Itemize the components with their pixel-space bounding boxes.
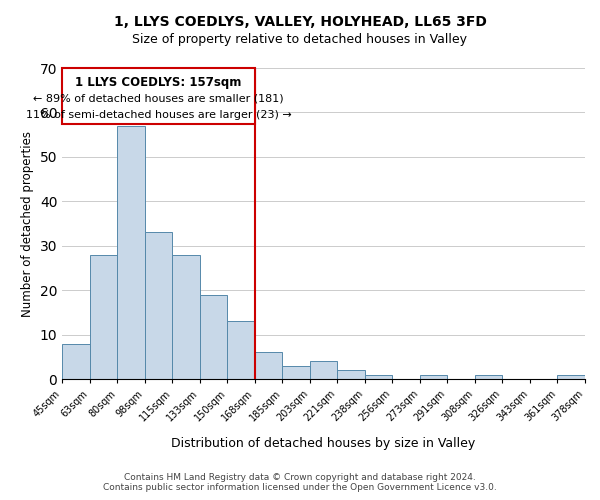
Bar [283,366,310,379]
Bar [337,370,365,379]
Bar [475,374,502,379]
Bar [62,344,90,379]
FancyBboxPatch shape [62,68,255,124]
Text: 11% of semi-detached houses are larger (23) →: 11% of semi-detached houses are larger (… [26,110,292,120]
Bar [145,232,172,379]
Bar [90,254,117,379]
Bar [200,294,227,379]
Text: 1 LLYS COEDLYS: 157sqm: 1 LLYS COEDLYS: 157sqm [76,76,242,88]
X-axis label: Distribution of detached houses by size in Valley: Distribution of detached houses by size … [172,437,476,450]
Text: 1, LLYS COEDLYS, VALLEY, HOLYHEAD, LL65 3FD: 1, LLYS COEDLYS, VALLEY, HOLYHEAD, LL65 … [113,15,487,29]
Bar [420,374,448,379]
Text: ← 89% of detached houses are smaller (181): ← 89% of detached houses are smaller (18… [33,93,284,103]
Bar [227,322,255,379]
Text: Size of property relative to detached houses in Valley: Size of property relative to detached ho… [133,32,467,46]
Bar [172,254,200,379]
Bar [117,126,145,379]
Text: Contains HM Land Registry data © Crown copyright and database right 2024.
Contai: Contains HM Land Registry data © Crown c… [103,473,497,492]
Bar [255,352,283,379]
Bar [557,374,585,379]
Bar [310,362,337,379]
Bar [365,374,392,379]
Y-axis label: Number of detached properties: Number of detached properties [21,130,34,316]
